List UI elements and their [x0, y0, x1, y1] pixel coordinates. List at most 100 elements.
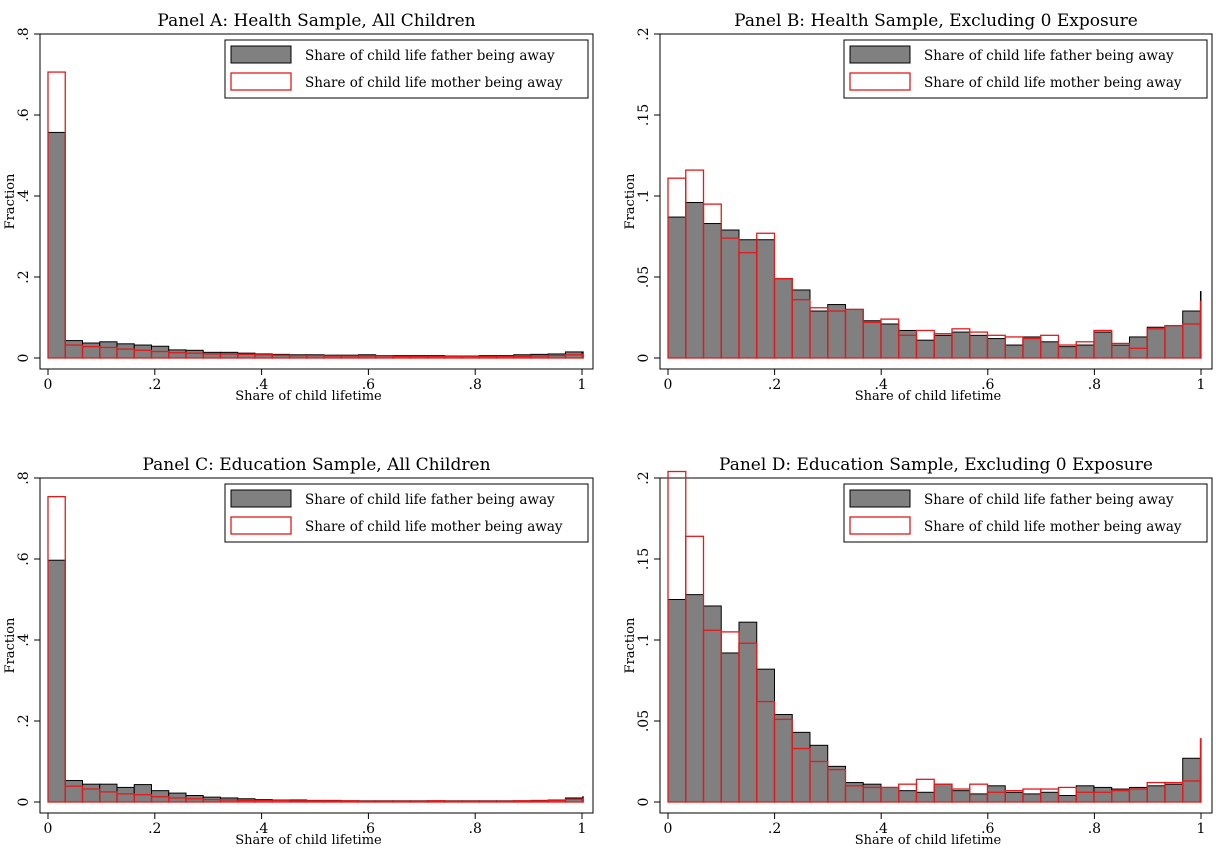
x-tick-label: .6 — [362, 377, 375, 393]
bar-father — [1057, 346, 1077, 359]
bar-father — [64, 780, 83, 803]
bar-father — [862, 320, 882, 359]
bar-father — [809, 744, 829, 803]
bar-father — [1075, 785, 1095, 803]
legend-key-mother — [849, 72, 911, 91]
y-tick-label: .05 — [636, 710, 652, 732]
bar-mother — [564, 798, 583, 803]
bar-father — [738, 621, 758, 803]
y-axis-label: Fraction — [3, 173, 18, 229]
x-tick-label: .2 — [768, 821, 781, 837]
bar-father — [1182, 757, 1201, 803]
bar-father — [1164, 325, 1184, 359]
bar-father — [915, 339, 935, 359]
bar-father — [1057, 795, 1077, 803]
x-tick-label: .4 — [875, 377, 888, 393]
bar-mother — [461, 800, 480, 803]
bar-father — [773, 714, 793, 803]
bar-mother — [392, 800, 411, 803]
bar-mother — [375, 800, 394, 803]
bar-father — [915, 791, 935, 803]
x-tick-label: .8 — [1088, 821, 1101, 837]
x-tick-label: .2 — [768, 377, 781, 393]
bar-father — [1093, 786, 1113, 803]
series-father-bars — [667, 594, 1202, 803]
bar-father — [219, 351, 239, 359]
legend-key-father — [849, 45, 911, 64]
legend-label-mother: Share of child life mother being away — [924, 519, 1182, 535]
series-father-bars — [667, 201, 1202, 359]
bar-father — [685, 201, 704, 359]
bar-father — [827, 304, 846, 359]
bar-mother — [444, 800, 463, 803]
bar-father — [133, 784, 152, 803]
x-tick-label: .2 — [148, 821, 161, 837]
y-tick-label: 0 — [16, 354, 32, 363]
y-tick-label: .1 — [636, 633, 652, 646]
bar-father — [185, 349, 204, 359]
y-tick-label: .6 — [16, 108, 32, 121]
bar-father — [702, 605, 722, 803]
bar-father — [1182, 310, 1201, 359]
panel-b: Panel B: Health Sample, Excluding 0 Expo… — [623, 11, 1213, 404]
x-tick-label: .4 — [875, 821, 888, 837]
legend-label-father: Share of child life father being away — [924, 492, 1174, 508]
bar-father — [116, 343, 135, 359]
bar-father — [791, 731, 811, 803]
x-tick-label: .6 — [362, 821, 375, 837]
bar-mother — [530, 800, 549, 803]
bar-father — [844, 308, 864, 359]
x-tick-label: 0 — [664, 821, 673, 837]
bar-father — [951, 331, 971, 359]
bar-mother — [409, 800, 429, 803]
y-tick-label: .15 — [636, 104, 652, 126]
bar-father — [1128, 336, 1148, 359]
legend-key-mother — [230, 516, 292, 535]
bar-mother — [495, 800, 515, 803]
bar-mother — [340, 800, 360, 803]
x-axis-label: Share of child lifetime — [855, 833, 1002, 848]
bar-father — [1111, 344, 1130, 359]
plot-frame — [659, 477, 1213, 814]
x-tick-label: .4 — [255, 377, 268, 393]
bar-mother — [582, 353, 584, 359]
legend-key-mother — [849, 516, 911, 535]
bar-father — [99, 341, 118, 359]
bar-father — [720, 229, 740, 359]
bar-father — [667, 599, 687, 803]
x-tick-label: 0 — [664, 377, 673, 393]
plot-frame — [39, 477, 594, 814]
x-tick-label: .6 — [981, 377, 994, 393]
legend-label-mother: Share of child life mother being away — [924, 75, 1182, 91]
bar-father — [969, 334, 988, 359]
x-axis-label: Share of child lifetime — [855, 389, 1002, 404]
x-tick-label: .6 — [981, 821, 994, 837]
bar-father — [880, 323, 900, 359]
y-axis-label: Fraction — [623, 617, 638, 673]
y-tick-label: .15 — [636, 548, 652, 570]
y-tick-label: .2 — [16, 270, 32, 283]
x-tick-label: .8 — [469, 821, 482, 837]
bar-mother — [1199, 738, 1202, 803]
bar-father — [81, 342, 101, 359]
y-tick-label: .6 — [16, 552, 32, 565]
bar-father — [738, 239, 758, 359]
bar-father — [1040, 341, 1059, 359]
bar-father — [116, 786, 135, 803]
y-tick-label: 0 — [636, 354, 652, 363]
x-tick-label: 1 — [1197, 821, 1206, 837]
bar-mother — [564, 354, 583, 359]
bar-father — [1146, 785, 1166, 803]
x-axis-label: Share of child lifetime — [235, 389, 382, 404]
bar-father — [933, 783, 953, 803]
bar-mother — [47, 71, 66, 359]
panel-c: Panel C: Education Sample, All Children … — [3, 455, 594, 848]
legend-key-father — [230, 45, 292, 64]
y-tick-label: 0 — [636, 798, 652, 807]
bar-father — [827, 765, 846, 803]
x-tick-label: .2 — [148, 377, 161, 393]
y-tick-label: .8 — [16, 471, 32, 484]
y-axis-label: Fraction — [3, 617, 18, 673]
